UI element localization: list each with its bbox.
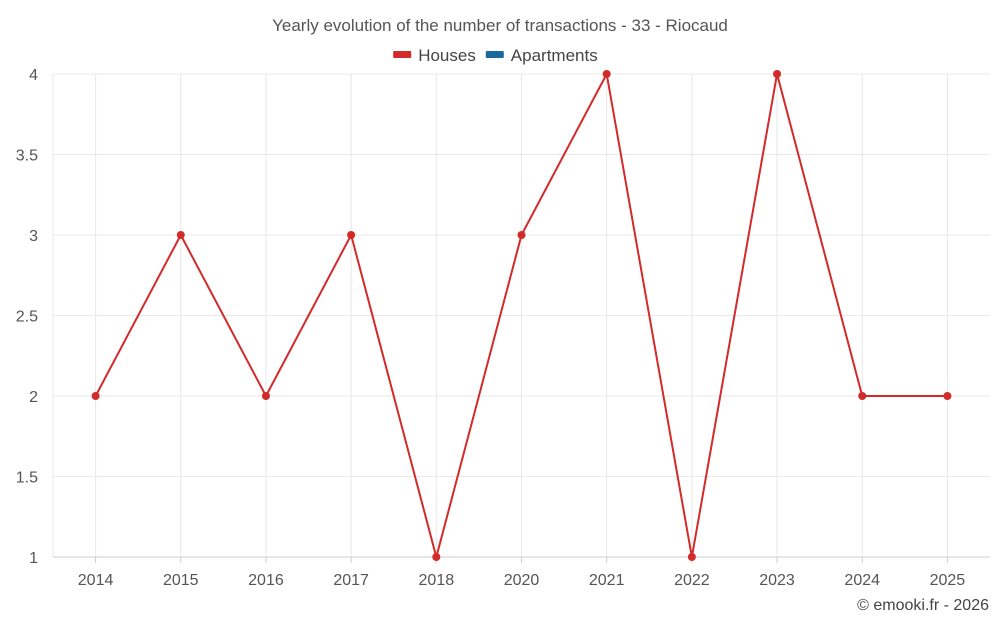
data-point-houses[interactable] [261,392,270,400]
data-point-houses[interactable] [858,392,867,400]
data-point-houses[interactable] [432,553,441,561]
y-tick-label: 1.5 [16,470,38,487]
chart-title: Yearly evolution of the number of transa… [272,16,728,35]
x-tick-label: 2017 [333,572,369,589]
x-tick-label: 2016 [248,572,284,589]
grid [52,73,990,558]
data-point-houses[interactable] [517,231,526,239]
y-tick-label: 3.5 [16,148,38,165]
x-tick-label: 2014 [78,572,114,589]
y-tick-label: 2.5 [16,309,38,326]
data-point-houses[interactable] [602,70,611,78]
series-group [91,70,952,561]
data-point-houses[interactable] [347,231,356,239]
x-tick-label: 2015 [163,572,199,589]
legend-swatch [485,51,504,58]
credit: © emooki.fr - 2026 [857,597,989,614]
x-tick-label: 2022 [674,572,710,589]
y-tick-label: 1 [29,550,38,567]
y-tick-label: 4 [29,67,38,84]
legend-swatch [393,51,412,58]
legend-label: Houses [418,46,476,65]
data-point-houses[interactable] [943,392,952,400]
legend[interactable]: Houses Apartments [393,46,598,65]
x-axis: 2014 2015 2016 2017 2018 2020 2021 2022 2023 2024… [78,557,966,589]
x-tick-label: 2024 [844,572,880,589]
x-tick-label: 2018 [419,572,455,589]
x-tick-label: 2025 [930,572,966,589]
x-tick-label: 2020 [504,572,540,589]
legend-item-apartments[interactable]: Apartments [485,46,598,65]
data-point-houses[interactable] [773,70,782,78]
x-tick-label: 2023 [759,572,795,589]
legend-item-houses[interactable]: Houses [393,46,476,65]
y-tick-label: 3 [29,228,38,245]
legend-label: Apartments [511,46,598,65]
y-tick-label: 2 [29,389,38,406]
y-axis: 1 1.5 2 2.5 3 3.5 4 [16,67,38,567]
data-point-houses[interactable] [176,231,185,239]
data-point-houses[interactable] [687,553,696,561]
x-tick-label: 2021 [589,572,625,589]
data-point-houses[interactable] [91,392,100,400]
